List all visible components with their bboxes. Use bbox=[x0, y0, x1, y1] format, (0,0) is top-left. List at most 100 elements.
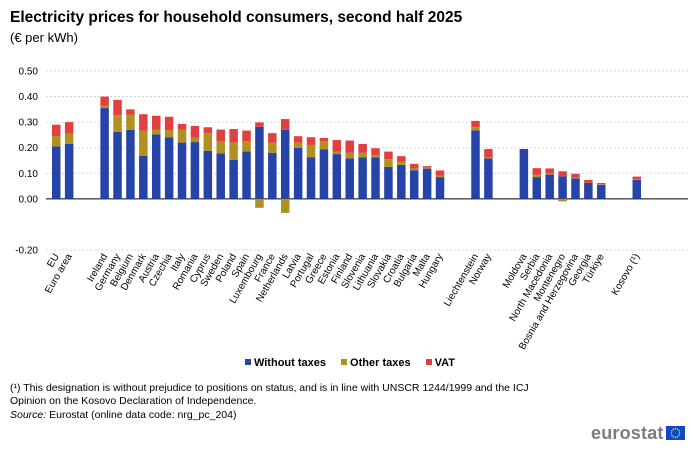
bar-other-taxes bbox=[64, 133, 74, 144]
bar-other-taxes bbox=[190, 137, 200, 143]
bar-vat bbox=[242, 130, 251, 142]
bar-without-taxes bbox=[584, 183, 593, 199]
legend-item-other-taxes: Other taxes bbox=[341, 357, 411, 369]
y-tick-label: 0.10 bbox=[19, 169, 39, 180]
bar-vat bbox=[571, 173, 580, 178]
bar-without-taxes bbox=[571, 178, 580, 199]
eu-flag-icon bbox=[666, 426, 685, 440]
bar-other-taxes bbox=[484, 157, 493, 159]
bar-other-taxes bbox=[345, 152, 354, 159]
bar-without-taxes bbox=[384, 166, 393, 199]
bar-other-taxes bbox=[203, 132, 213, 151]
bar-without-taxes bbox=[597, 184, 606, 199]
bar-without-taxes bbox=[280, 129, 290, 199]
bar-without-taxes bbox=[435, 177, 445, 199]
bar-vat bbox=[558, 171, 567, 177]
chart-title: Electricity prices for household consume… bbox=[10, 9, 463, 26]
bar-vat bbox=[268, 133, 277, 143]
bar-without-taxes bbox=[422, 168, 432, 199]
bar-without-taxes bbox=[229, 159, 238, 199]
bar-without-taxes bbox=[409, 170, 419, 199]
legend-label-other-taxes: Other taxes bbox=[350, 357, 411, 369]
bar-other-taxes bbox=[229, 142, 238, 160]
bar-without-taxes bbox=[319, 149, 329, 199]
bar-other-taxes bbox=[558, 198, 567, 202]
bar-vat bbox=[293, 136, 303, 143]
bar-other-taxes bbox=[571, 177, 580, 179]
bar-without-taxes bbox=[293, 147, 303, 199]
bar-vat bbox=[139, 114, 148, 131]
bar-other-taxes bbox=[268, 142, 277, 153]
bar-vat bbox=[397, 156, 406, 162]
x-category-label: Kosovo (¹) bbox=[610, 252, 643, 297]
bar-vat bbox=[190, 125, 200, 138]
bar-without-taxes bbox=[139, 155, 148, 199]
bar-other-taxes bbox=[177, 129, 187, 143]
bar-vat bbox=[319, 137, 329, 142]
bar-without-taxes bbox=[113, 131, 122, 199]
bar-vat bbox=[177, 123, 187, 130]
bar-without-taxes bbox=[52, 146, 61, 199]
bar-vat bbox=[126, 109, 135, 115]
bar-vat bbox=[471, 120, 480, 128]
y-tick-label: 0.30 bbox=[19, 118, 39, 129]
bar-without-taxes bbox=[397, 164, 406, 199]
bar-vat bbox=[371, 148, 380, 156]
bar-vat bbox=[532, 168, 542, 175]
bar-other-taxes bbox=[384, 159, 393, 167]
bar-without-taxes bbox=[268, 152, 277, 199]
bar-vat bbox=[229, 129, 238, 143]
bar-without-taxes bbox=[345, 158, 354, 199]
bar-without-taxes bbox=[632, 179, 641, 199]
bar-without-taxes bbox=[545, 174, 554, 199]
legend-swatch-without-taxes bbox=[244, 359, 251, 365]
bar-other-taxes bbox=[409, 168, 419, 171]
bar-vat bbox=[203, 127, 213, 133]
chart-subtitle: (€ per kWh) bbox=[10, 30, 78, 45]
bar-without-taxes bbox=[519, 148, 529, 199]
bar-vat bbox=[545, 168, 554, 174]
bar-without-taxes bbox=[332, 154, 342, 199]
eurostat-logo: eurostat bbox=[591, 423, 664, 443]
bar-vat bbox=[164, 116, 174, 131]
bar-other-taxes bbox=[358, 152, 367, 158]
bar-without-taxes bbox=[64, 143, 74, 199]
y-tick-label: 0.40 bbox=[19, 92, 39, 103]
bar-other-taxes bbox=[371, 155, 380, 158]
bar-other-taxes bbox=[632, 179, 641, 180]
bar-vat bbox=[306, 137, 316, 145]
bar-vat bbox=[100, 96, 109, 106]
legend-swatch-vat bbox=[425, 359, 432, 365]
y-tick-label: 0.50 bbox=[19, 67, 39, 78]
bar-vat bbox=[584, 179, 593, 183]
bar-vat bbox=[409, 163, 419, 169]
bar-vat bbox=[484, 148, 493, 158]
bar-vat bbox=[52, 124, 61, 137]
bar-without-taxes bbox=[126, 129, 135, 199]
source-line: Source: Eurostat (online data code: nrg_… bbox=[10, 409, 236, 421]
bar-vat bbox=[345, 140, 354, 153]
chart-legend: Without taxes Other taxes VAT bbox=[0, 357, 700, 369]
legend-item-vat: VAT bbox=[425, 357, 455, 369]
bar-vat bbox=[384, 151, 393, 160]
bar-without-taxes bbox=[532, 177, 542, 199]
bar-other-taxes bbox=[52, 136, 61, 147]
bar-other-taxes bbox=[306, 144, 316, 158]
bar-without-taxes bbox=[151, 134, 161, 199]
bar-vat bbox=[632, 176, 641, 180]
bar-without-taxes bbox=[255, 126, 264, 199]
bar-vat bbox=[151, 115, 161, 130]
bar-other-taxes bbox=[126, 114, 135, 130]
bar-vat bbox=[422, 166, 432, 168]
bar-without-taxes bbox=[471, 130, 480, 199]
bar-without-taxes bbox=[306, 157, 316, 199]
bar-without-taxes bbox=[216, 153, 225, 199]
y-tick-label: -0.20 bbox=[15, 246, 38, 257]
bar-without-taxes bbox=[371, 157, 380, 199]
y-tick-label: 0.00 bbox=[19, 194, 39, 205]
bar-vat bbox=[597, 183, 606, 185]
bar-without-taxes bbox=[177, 142, 187, 199]
bar-without-taxes bbox=[100, 108, 109, 199]
bar-other-taxes bbox=[435, 175, 445, 178]
